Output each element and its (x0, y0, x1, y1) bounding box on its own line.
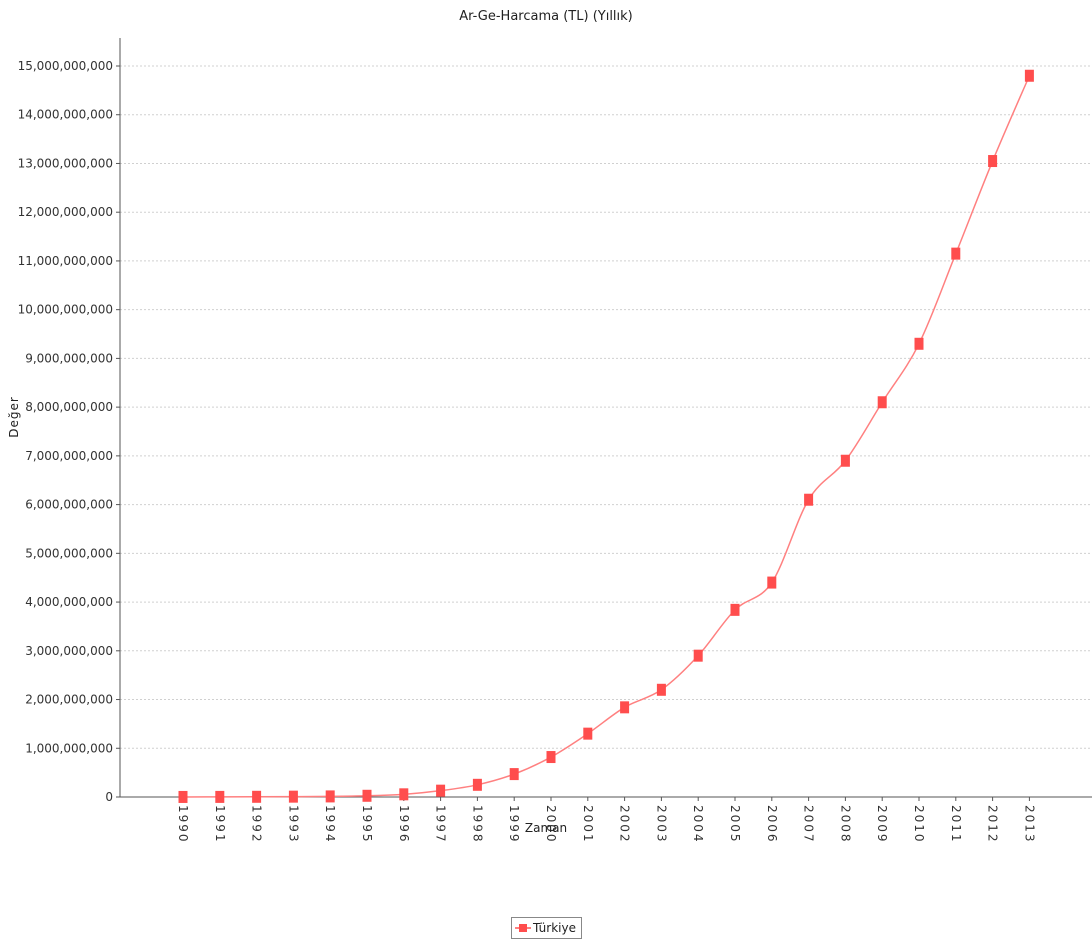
data-point (362, 789, 372, 802)
data-point (509, 768, 519, 781)
data-point (215, 790, 225, 803)
y-tick-label: 13,000,000,000 (18, 156, 113, 170)
legend: Türkiye (511, 917, 582, 939)
data-point (951, 247, 961, 260)
data-point (767, 576, 777, 589)
x-tick-label: 1999 (507, 805, 521, 844)
x-tick-label: 1995 (360, 805, 374, 844)
x-tick-label: 2007 (802, 805, 816, 844)
data-point (656, 683, 666, 696)
data-point (730, 603, 740, 616)
data-point (877, 396, 887, 409)
y-tick-label: 5,000,000,000 (25, 546, 113, 560)
x-tick-label: 2008 (838, 805, 852, 844)
x-tick-label: 1990 (176, 805, 190, 844)
x-tick-label: 1996 (397, 805, 411, 844)
data-point (840, 454, 850, 467)
data-point (399, 788, 409, 801)
y-tick-label: 11,000,000,000 (18, 254, 113, 268)
x-tick-label: 2005 (728, 805, 742, 844)
series-line (182, 75, 1031, 798)
data-point (546, 751, 556, 764)
x-tick-label: 2001 (581, 805, 595, 844)
data-point (693, 649, 703, 662)
y-tick-label: 10,000,000,000 (18, 303, 113, 317)
y-tick-label: 8,000,000,000 (25, 400, 113, 414)
y-tick-label: 14,000,000,000 (18, 108, 113, 122)
x-tick-label: 2000 (544, 805, 558, 844)
legend-label-turkiye: Türkiye (533, 921, 576, 935)
y-tick-label: 2,000,000,000 (25, 693, 113, 707)
chart-title: Ar-Ge-Harcama (TL) (Yıllık) (459, 9, 633, 24)
data-point (988, 155, 998, 168)
x-tick-label: 2003 (654, 805, 668, 844)
x-tick-label: 2012 (986, 805, 1000, 844)
x-tick-label: 1993 (286, 805, 300, 844)
series-turkiye (178, 69, 1034, 803)
x-tick-label: 1992 (250, 805, 264, 844)
x-tick-label: 2006 (765, 805, 779, 844)
legend-swatch-turkiye (515, 923, 531, 933)
x-tick-label: 1997 (434, 805, 448, 844)
data-point (178, 790, 188, 803)
y-tick-label: 6,000,000,000 (25, 498, 113, 512)
x-axis-title: Zaman (525, 821, 567, 835)
data-point (325, 790, 335, 803)
x-tick-label: 2011 (949, 805, 963, 844)
y-tick-label: 3,000,000,000 (25, 644, 113, 658)
data-point (472, 778, 482, 791)
data-point (1024, 69, 1034, 82)
x-tick-label: 2009 (875, 805, 889, 844)
y-tick-label: 4,000,000,000 (25, 595, 113, 609)
y-tick-label: 0 (105, 790, 113, 804)
x-tick-label: 2004 (691, 805, 705, 844)
x-tick-label: 1994 (323, 805, 337, 844)
data-point (804, 493, 814, 506)
data-point (288, 790, 298, 803)
y-axis-ticks: 0 1,000,000,000 2,000,000,000 3,000,000,000… (18, 59, 120, 804)
data-point (436, 784, 446, 797)
x-axis-ticks: 1990 1991 1992 1993 1994 1995 1996 1997 1998 1999… (176, 797, 1036, 844)
y-tick-label: 9,000,000,000 (25, 351, 113, 365)
data-point (583, 727, 593, 740)
data-point (252, 790, 262, 803)
x-tick-label: 1991 (213, 805, 227, 844)
data-point (620, 701, 630, 714)
data-point (914, 337, 924, 350)
x-tick-label: 2010 (912, 805, 926, 844)
y-axis-title: Değer (7, 396, 21, 438)
x-tick-label: 2002 (618, 805, 632, 844)
y-tick-label: 15,000,000,000 (18, 59, 113, 73)
x-tick-label: 1998 (470, 805, 484, 844)
y-tick-label: 1,000,000,000 (25, 741, 113, 755)
x-tick-label: 2013 (1022, 805, 1036, 844)
y-tick-label: 12,000,000,000 (18, 205, 113, 219)
y-tick-label: 7,000,000,000 (25, 449, 113, 463)
grid-lines (120, 65, 1092, 749)
